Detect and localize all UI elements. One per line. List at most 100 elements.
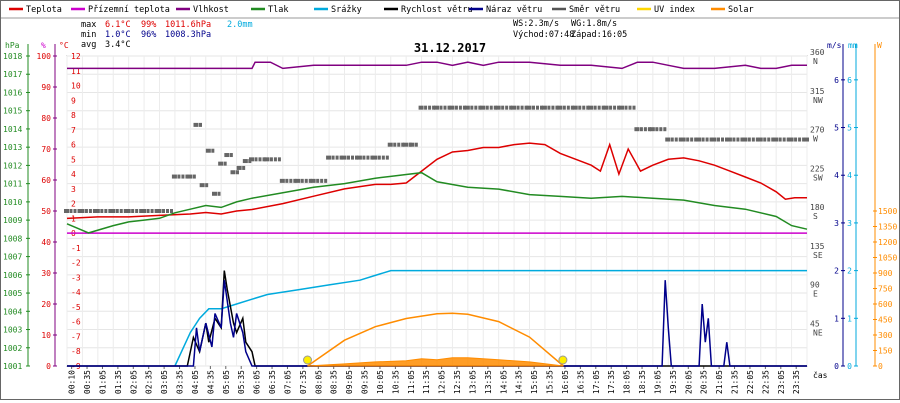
x-axis-tick-label: 23:35 <box>792 370 801 394</box>
wind-direction-point <box>211 148 215 153</box>
x-axis-tick-label: 09:05 <box>345 370 354 394</box>
wind-direction-point <box>308 178 312 183</box>
wind-direction-point <box>480 105 486 110</box>
wind-direction-point <box>570 105 574 110</box>
y-axes: hPa1018101710161015101410131012101110101… <box>3 41 897 371</box>
x-axis-tick-label: 01:05 <box>98 370 107 394</box>
x-axis-tick-label: 05:35 <box>237 370 246 394</box>
legend-label: UV index <box>654 5 695 15</box>
x-axis-tick-label: 19:35 <box>669 370 678 394</box>
wind-direction-point <box>782 137 786 142</box>
wind-direction-point <box>125 209 131 213</box>
temp-axis-tick-label: 3 <box>71 185 76 194</box>
wind-direction-point <box>84 209 88 213</box>
wind-direction-point <box>154 209 158 213</box>
x-axis-tick-label: 23:05 <box>777 370 786 394</box>
series-n-raz-v-tru <box>67 280 807 367</box>
wind-direction-point <box>464 105 470 110</box>
temp-axis-tick-label: -6 <box>71 318 81 327</box>
wind-direction-point <box>110 209 116 213</box>
wind-direction-point <box>572 105 578 110</box>
wind-direction-point <box>613 105 617 110</box>
wind-direction-point <box>217 191 221 196</box>
wind-direction-point <box>747 137 751 142</box>
stat-temp: 6.1°C <box>105 20 131 30</box>
wind-direction-point <box>694 137 698 142</box>
hpa-axis-tick-label: 1017 <box>3 70 22 79</box>
legend-label: Přízemní teplota <box>88 5 170 15</box>
wind-direction-point <box>181 174 185 179</box>
wind-direction-point <box>639 127 643 132</box>
x-axis-tick-label: 00:10 <box>68 370 77 394</box>
wind-direction-point <box>665 137 671 142</box>
stat-press: 1008.3hPa <box>165 30 211 40</box>
wind-direction-point <box>447 105 451 110</box>
wind-direction-point <box>524 105 528 110</box>
x-axis-tick-label: 19:05 <box>653 370 662 394</box>
x-axis-tick-label: 11:35 <box>422 370 431 394</box>
wind-direction-point <box>230 170 236 175</box>
wind-direction-point <box>493 105 497 110</box>
dir-axis-dir-label: SW <box>813 173 823 182</box>
x-axis-tick-label: 07:35 <box>299 370 308 394</box>
w-axis-tick-label: 1350 <box>878 223 897 232</box>
wind-direction-point <box>94 209 100 213</box>
temp-axis-tick-label: -3 <box>71 273 81 282</box>
hpa-axis-tick-label: 1011 <box>3 180 22 189</box>
mm-axis-tick-label: 3 <box>847 219 852 228</box>
wind-direction-point <box>439 105 443 110</box>
temp-axis-tick-label: -2 <box>71 259 81 268</box>
hpa-axis-tick-label: 1001 <box>3 362 22 371</box>
x-axis-tick-label: 02:35 <box>145 370 154 394</box>
sun-marker <box>558 355 568 365</box>
dir-axis-tick-label: 90 <box>810 281 820 290</box>
wind-direction-point <box>601 105 605 110</box>
series-solar <box>307 312 564 367</box>
ms-axis-tick-label: 2 <box>834 267 839 276</box>
wind-direction-point <box>341 155 347 160</box>
wind-direction-point <box>279 178 285 183</box>
wind-direction-point <box>540 105 543 110</box>
wind-direction-point <box>362 155 366 160</box>
wind-direction-point <box>541 105 547 110</box>
wind-direction-point <box>262 157 266 162</box>
wind-direction-point <box>293 178 297 183</box>
wind-direction-point <box>786 137 790 142</box>
wind-direction-point <box>418 105 424 110</box>
x-axis-title: čas <box>813 370 828 380</box>
wind-direction-point <box>69 209 73 213</box>
x-axis-tick-label: 10:05 <box>376 370 385 394</box>
wind-direction-point <box>674 137 678 142</box>
wind-direction-point <box>73 209 77 213</box>
hpa-axis-tick-label: 1016 <box>3 88 22 97</box>
mm-axis-tick-label: 6 <box>847 76 852 85</box>
temp-axis-tick-label: -8 <box>71 347 81 356</box>
x-axis-tick-label: 12:05 <box>438 370 447 394</box>
hpa-axis-tick-label: 1007 <box>3 253 22 262</box>
wind-direction-point <box>205 148 211 153</box>
wind-direction-point <box>751 137 755 142</box>
x-axis-tick-label: 21:35 <box>731 370 740 394</box>
wind-direction-point <box>316 178 320 183</box>
wind-direction-point <box>778 137 782 142</box>
wind-direction-point <box>372 155 378 160</box>
wind-direction-point <box>335 155 339 160</box>
wind-direction-point <box>690 137 694 142</box>
dir-axis-dir-label: S <box>813 212 818 221</box>
x-axis-tick-label: 15:05 <box>530 370 539 394</box>
wind-direction-point <box>403 142 409 147</box>
x-axis-tick-label: 06:35 <box>268 370 277 394</box>
wind-direction-point <box>655 127 659 132</box>
x-axis-tick-label: 16:05 <box>561 370 570 394</box>
w-axis-tick-label: 450 <box>878 316 893 325</box>
wind-direction-point <box>146 209 150 213</box>
wind-direction-point <box>88 209 92 213</box>
temp-axis-tick-label: 5 <box>71 155 76 164</box>
x-axis-tick-label: 01:35 <box>114 370 123 394</box>
wind-direction-point <box>557 105 563 110</box>
wind-direction-point <box>218 161 224 166</box>
wind-direction-point <box>131 209 135 213</box>
stat-temp: 1.0°C <box>105 30 131 40</box>
wind-direction-point <box>185 174 189 179</box>
